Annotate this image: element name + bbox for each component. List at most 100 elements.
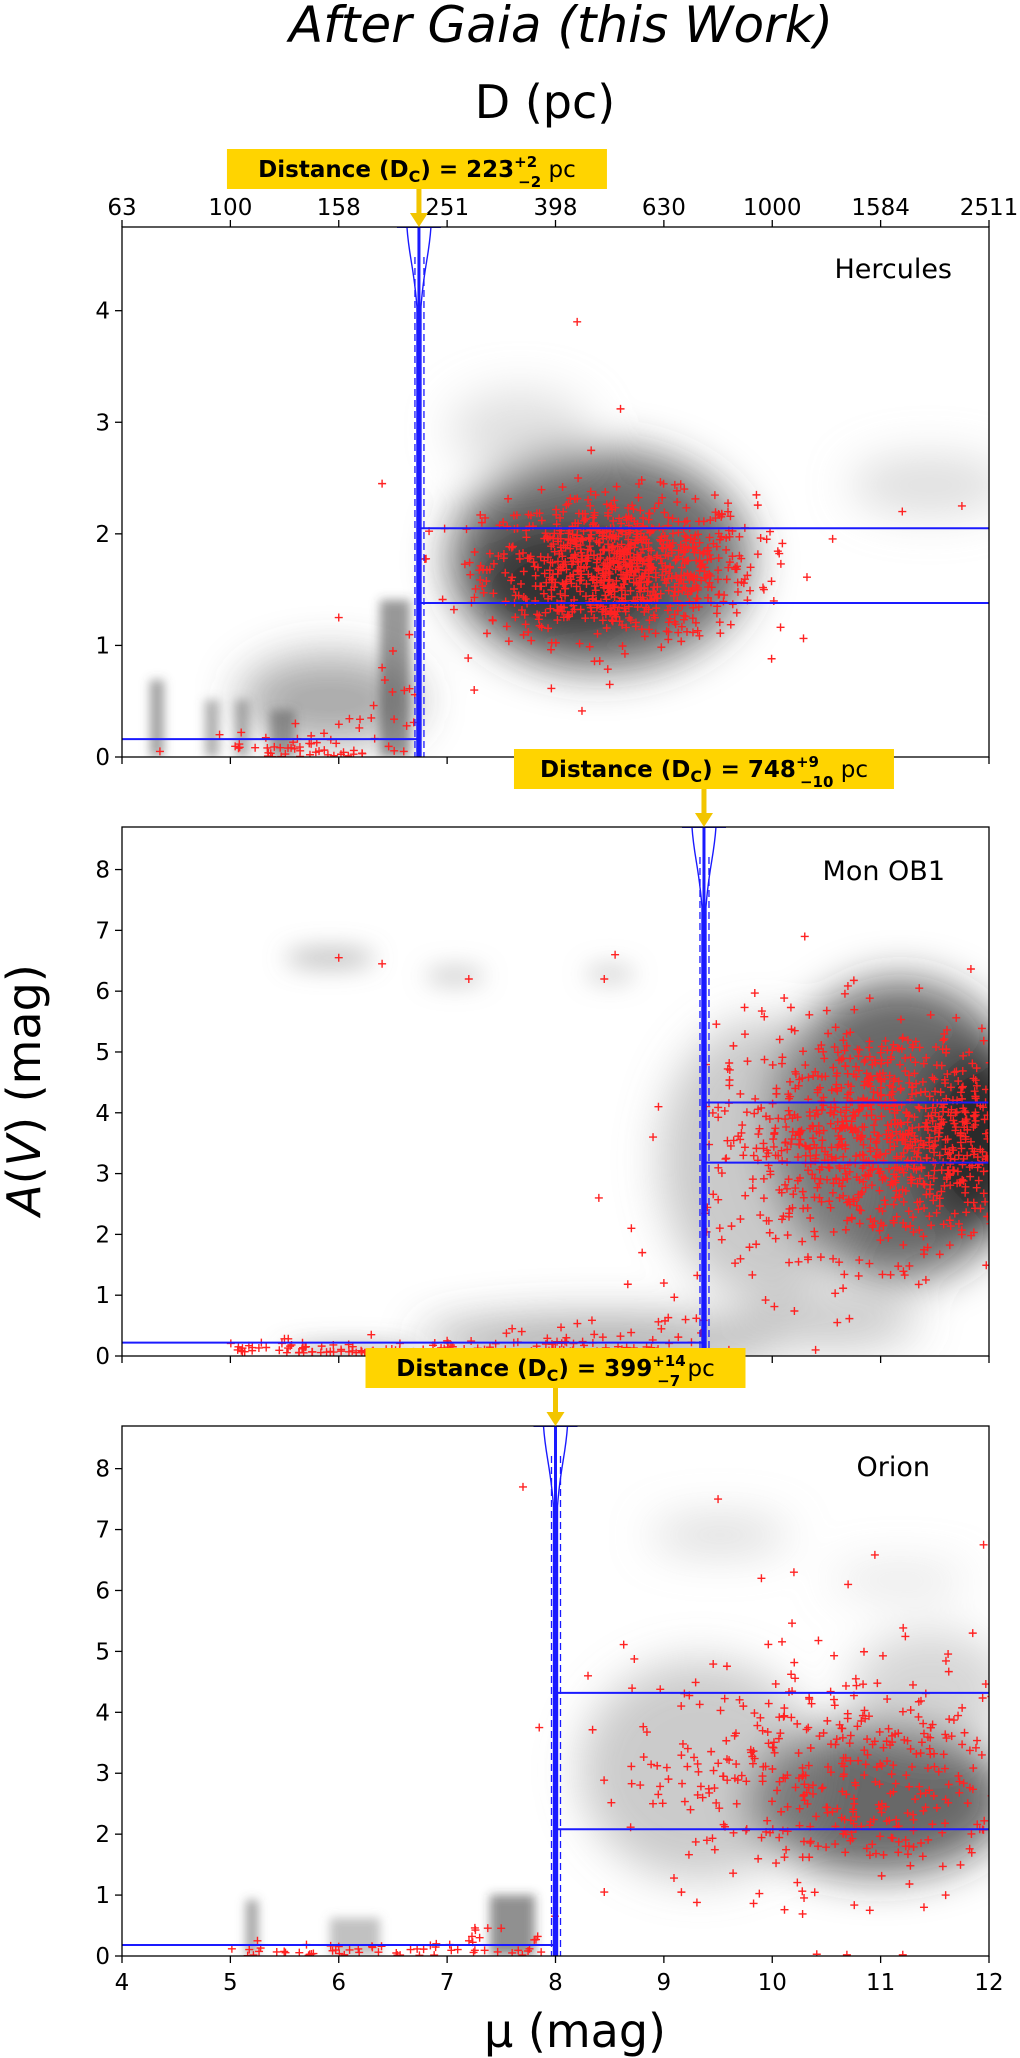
star-marker (861, 1183, 870, 1192)
star-marker (430, 1951, 439, 1956)
star-marker (334, 953, 343, 962)
star-marker (918, 1852, 927, 1861)
star-marker (563, 610, 572, 619)
star-marker (255, 1947, 264, 1956)
star-marker (574, 558, 583, 567)
star-marker (378, 959, 387, 968)
star-marker (945, 1241, 954, 1250)
star-marker (899, 1240, 908, 1249)
star-marker (790, 1306, 799, 1315)
star-marker (698, 1793, 707, 1802)
star-marker (840, 1815, 849, 1824)
star-marker (344, 751, 353, 757)
star-marker (652, 553, 661, 562)
star-marker (771, 1151, 780, 1160)
star-marker (588, 591, 597, 600)
star-marker (765, 1228, 774, 1237)
star-marker (892, 1172, 901, 1181)
star-marker (737, 1128, 746, 1137)
star-marker (649, 1799, 658, 1808)
star-marker (485, 565, 494, 574)
star-marker (601, 591, 610, 600)
star-marker (977, 1750, 986, 1759)
star-marker (915, 1174, 924, 1183)
star-marker (714, 1195, 723, 1204)
star-marker (806, 1837, 815, 1846)
star-marker (573, 525, 582, 534)
star-marker (471, 584, 480, 593)
star-marker (827, 1143, 836, 1152)
star-marker (852, 1062, 861, 1071)
star-marker (997, 1072, 1005, 1080)
star-marker (902, 1771, 911, 1780)
star-marker (678, 1739, 687, 1748)
star-marker (557, 1323, 566, 1332)
star-marker (654, 1317, 663, 1326)
star-marker (886, 1132, 895, 1141)
star-marker (470, 686, 479, 695)
star-marker (944, 1650, 953, 1659)
star-marker (829, 1179, 838, 1188)
star-marker (763, 1816, 772, 1825)
star-marker (943, 1150, 952, 1159)
star-marker (502, 1329, 511, 1338)
star-marker (536, 552, 545, 561)
star-marker (904, 1071, 913, 1080)
star-marker (930, 1762, 939, 1771)
star-marker (801, 1771, 810, 1780)
star-marker (995, 1203, 1003, 1211)
star-marker (941, 1079, 950, 1088)
star-marker (752, 490, 761, 499)
star-marker (908, 1680, 917, 1689)
star-marker (925, 1786, 934, 1795)
star-marker (627, 514, 636, 523)
star-marker (588, 576, 597, 585)
star-marker (475, 1933, 484, 1942)
star-marker (801, 1141, 810, 1150)
star-marker (937, 1166, 946, 1175)
star-marker (599, 534, 608, 543)
star-marker (937, 1099, 946, 1108)
star-marker (976, 1145, 985, 1154)
star-marker (889, 1040, 898, 1049)
star-marker (915, 1043, 924, 1052)
star-marker (775, 1833, 784, 1842)
star-marker (832, 1080, 841, 1089)
star-marker (1000, 1150, 1008, 1158)
star-marker (956, 1138, 965, 1147)
star-marker (476, 561, 485, 570)
star-marker (547, 645, 556, 654)
star-marker (855, 1045, 864, 1054)
star-marker (819, 1126, 828, 1135)
star-marker (639, 533, 648, 542)
star-marker (849, 976, 858, 985)
star-marker (636, 1781, 645, 1790)
star-marker (599, 561, 608, 570)
y-tick-label: 7 (95, 918, 110, 944)
star-marker (793, 1719, 802, 1728)
star-marker (616, 404, 625, 413)
star-marker (812, 1106, 821, 1115)
star-marker (626, 555, 635, 564)
top-tick-label: 158 (317, 195, 361, 221)
star-marker (621, 560, 630, 569)
star-marker (608, 543, 617, 552)
star-marker (746, 1745, 755, 1754)
star-marker (335, 1949, 344, 1956)
star-marker (635, 584, 644, 593)
star-marker (681, 612, 690, 621)
star-marker (334, 720, 343, 729)
star-marker (1007, 1186, 1015, 1194)
star-marker (715, 618, 724, 627)
star-marker (992, 1242, 1000, 1250)
star-marker (829, 1695, 838, 1704)
star-marker (887, 1177, 896, 1186)
star-marker (453, 1945, 462, 1954)
star-marker (740, 1143, 749, 1152)
star-marker (746, 586, 755, 595)
distance-label-text: Distance (DC) = 223+2 −2 pc (258, 153, 576, 191)
star-marker (658, 559, 666, 568)
star-marker (942, 1734, 951, 1743)
star-marker (830, 1043, 839, 1052)
star-marker (957, 501, 966, 510)
